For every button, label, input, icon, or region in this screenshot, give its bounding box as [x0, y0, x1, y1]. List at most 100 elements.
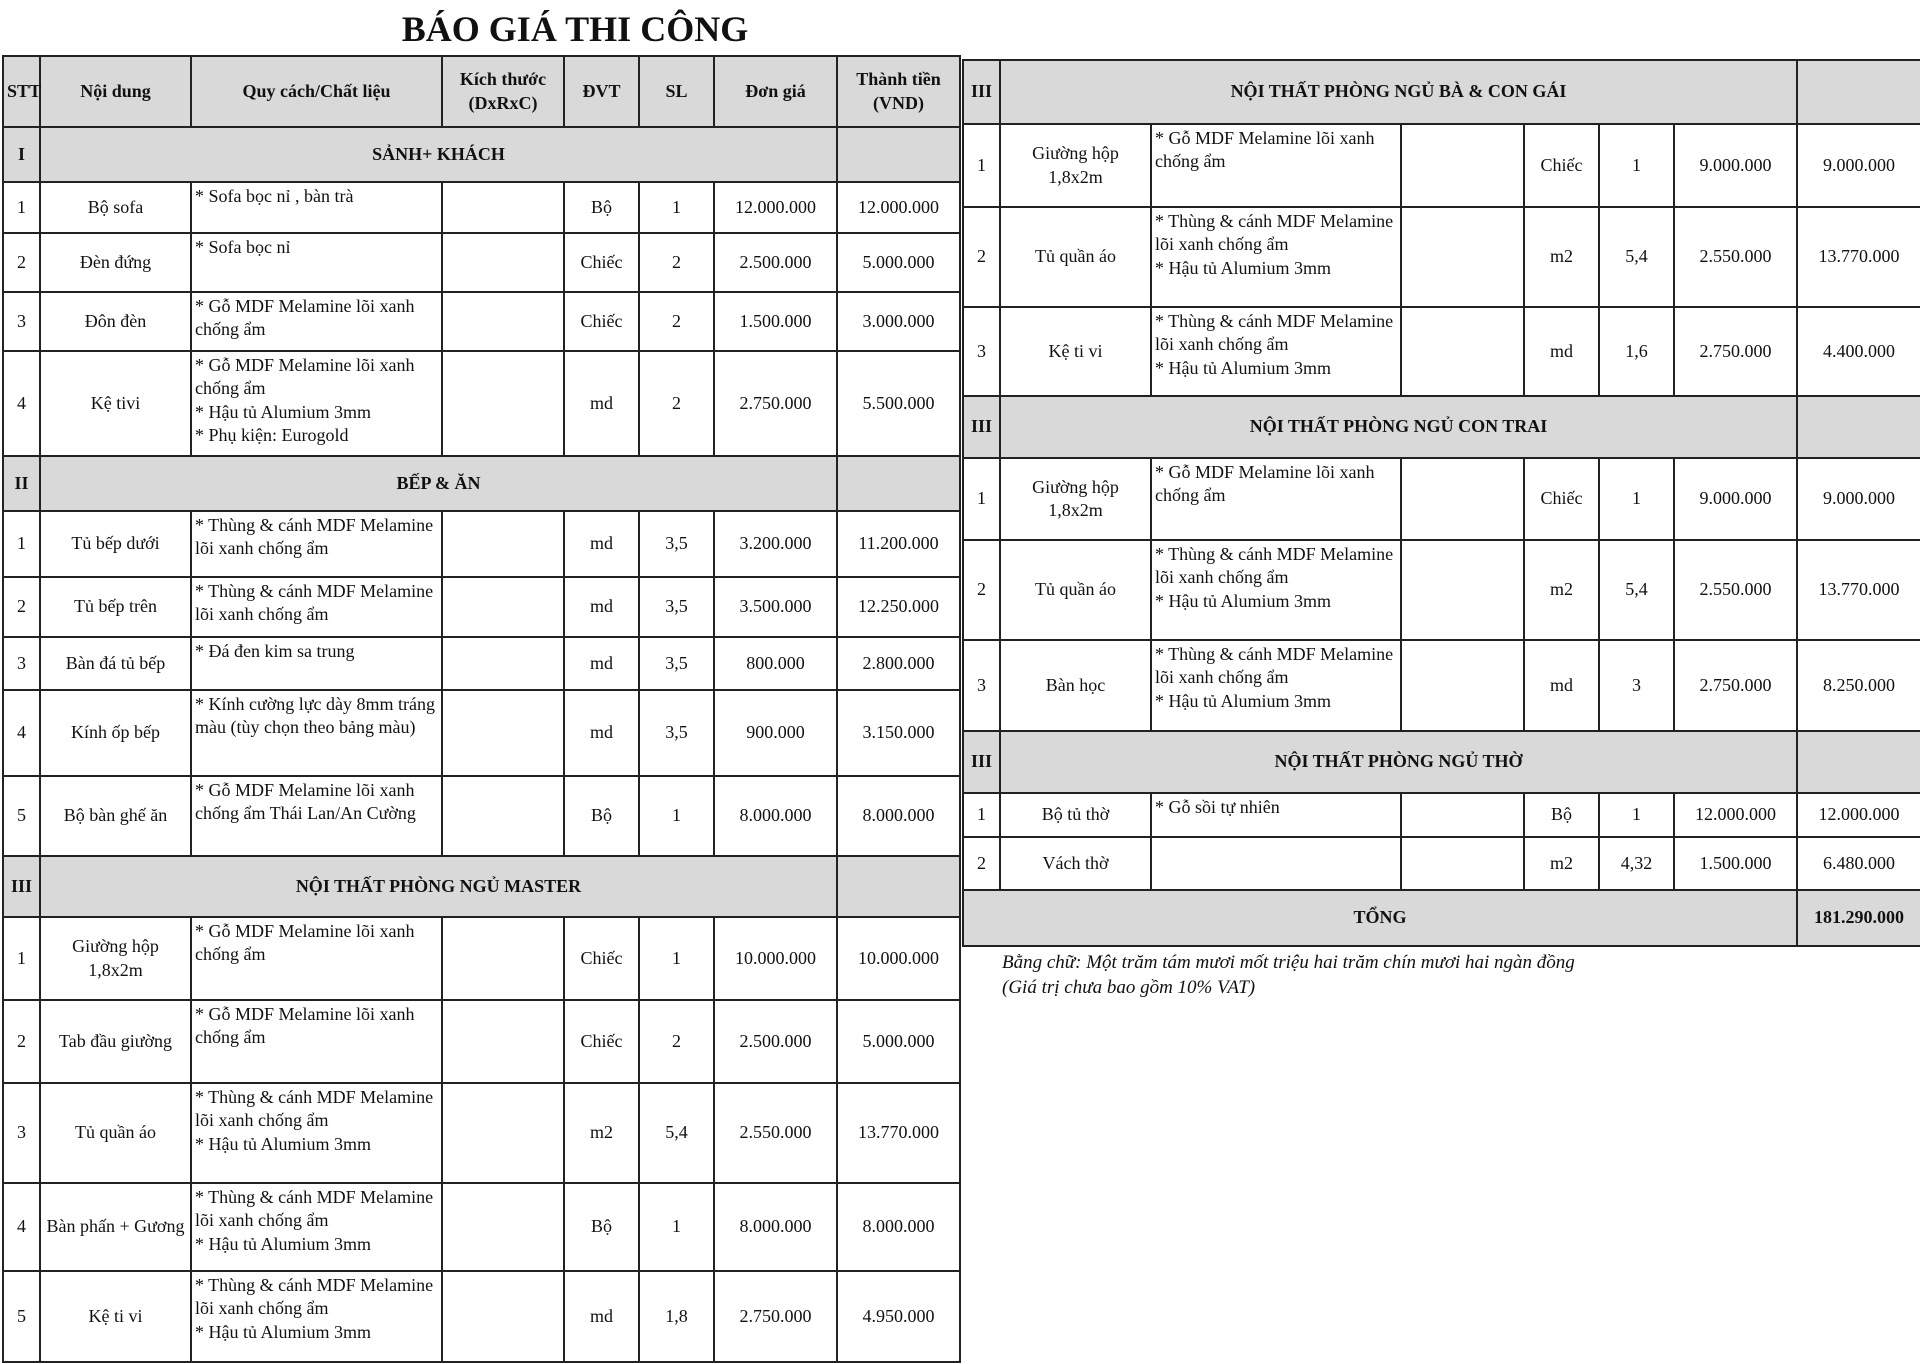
dimensions-cell [441, 291, 565, 352]
section-blank [836, 855, 961, 918]
table-row: 1 Giường hộp 1,8x2m * Gỗ MDF Melamine lõi … [2, 916, 961, 1001]
unit-price-cell: 3.200.000 [713, 510, 838, 578]
spec-cell: * Sofa bọc nỉ [190, 232, 443, 293]
item-name-cell: Tủ bếp dưới [39, 510, 192, 578]
spec-cell: * Gỗ MDF Melamine lõi xanh chống ẩm [1150, 457, 1402, 541]
spec-cell: * Gỗ MDF Melamine lõi xanh chống ẩm [190, 999, 443, 1084]
unit-price-cell: 12.000.000 [713, 181, 838, 234]
unit-cell: md [563, 350, 640, 457]
table-row: 4 Kính ốp bếp * Kính cường lực dày 8mm trá… [2, 689, 961, 777]
stt-cell: 4 [2, 689, 41, 777]
amount-cell: 5.500.000 [836, 350, 961, 457]
section-row: III NỘI THẤT PHÒNG NGỦ MASTER [2, 855, 961, 918]
unit-price-cell: 2.500.000 [713, 232, 838, 293]
section-title: BẾP & ĂN [39, 455, 838, 512]
unit-price-cell: 10.000.000 [713, 916, 838, 1001]
unit-price-cell: 2.750.000 [713, 350, 838, 457]
dimensions-cell [441, 576, 565, 638]
unit-price-cell: 12.000.000 [1673, 792, 1798, 838]
quantity-cell: 1 [1598, 457, 1675, 541]
item-name-cell: Giường hộp 1,8x2m [999, 457, 1152, 541]
page-title: BÁO GIÁ THI CÔNG [401, 9, 749, 49]
table-row: 3 Bàn đá tủ bếp * Đá đen kim sa trung md 3,5… [2, 636, 961, 691]
spec-cell: * Gỗ MDF Melamine lõi xanh chống ẩm [1150, 123, 1402, 208]
dimensions-cell [441, 1082, 565, 1184]
spec-cell: * Thùng & cánh MDF Melamine lõi xanh chố… [190, 1182, 443, 1272]
quantity-cell: 1,8 [638, 1270, 715, 1363]
total-label: TỔNG [962, 889, 1798, 947]
unit-cell: Bộ [1523, 792, 1600, 838]
spec-cell: * Gỗ MDF Melamine lõi xanh chống ẩm * Hậ… [190, 350, 443, 457]
unit-cell: md [563, 510, 640, 578]
spec-cell: * Thùng & cánh MDF Melamine lõi xanh chố… [190, 576, 443, 638]
amount-cell: 8.250.000 [1796, 639, 1920, 732]
table-row: 2 Vách thờ m2 4,32 1.500.000 6.480.000 [962, 836, 1920, 891]
unit-cell: md [563, 1270, 640, 1363]
quantity-cell: 3 [1598, 639, 1675, 732]
unit-price-cell: 2.750.000 [1673, 306, 1798, 397]
unit-cell: m2 [1523, 206, 1600, 308]
amount-cell: 12.000.000 [1796, 792, 1920, 838]
section-blank [836, 126, 961, 183]
spec-cell: * Thùng & cánh MDF Melamine lõi xanh chố… [190, 1082, 443, 1184]
dimensions-cell [1400, 123, 1525, 208]
amount-cell: 2.800.000 [836, 636, 961, 691]
section-blank [1796, 59, 1920, 125]
amount-cell: 12.250.000 [836, 576, 961, 638]
unit-cell: m2 [1523, 836, 1600, 891]
item-name-cell: Tủ quần áo [999, 539, 1152, 641]
section-number: III [2, 855, 41, 918]
dimensions-cell [441, 350, 565, 457]
table-row: 1 Bộ sofa * Sofa bọc nỉ , bàn trà Bộ 1 12.000… [2, 181, 961, 234]
unit-price-cell: 9.000.000 [1673, 123, 1798, 208]
quantity-cell: 3,5 [638, 689, 715, 777]
dimensions-cell [1400, 792, 1525, 838]
column-header: Nội dung [39, 55, 192, 128]
item-name-cell: Bàn học [999, 639, 1152, 732]
unit-price-cell: 800.000 [713, 636, 838, 691]
table-row: 1 Bộ tủ thờ * Gỗ sồi tự nhiên Bộ 1 12.000.000… [962, 792, 1920, 838]
quote-table-right: III NỘI THẤT PHÒNG NGỦ BÀ & CON GÁI 1 Giườn… [962, 59, 1920, 947]
amount-cell: 13.770.000 [1796, 539, 1920, 641]
section-title: NỘI THẤT PHÒNG NGỦ CON TRAI [999, 395, 1798, 459]
section-blank [1796, 730, 1920, 794]
table-row: 5 Kệ ti vi * Thùng & cánh MDF Melamine lõi… [2, 1270, 961, 1363]
item-name-cell: Tủ quần áo [39, 1082, 192, 1184]
unit-cell: m2 [563, 1082, 640, 1184]
amount-cell: 4.950.000 [836, 1270, 961, 1363]
table-row: 3 Tủ quần áo * Thùng & cánh MDF Melamine l… [2, 1082, 961, 1184]
amount-cell: 4.400.000 [1796, 306, 1920, 397]
unit-price-cell: 2.550.000 [1673, 206, 1798, 308]
section-number: II [2, 455, 41, 512]
quantity-cell: 3,5 [638, 510, 715, 578]
unit-price-cell: 2.550.000 [1673, 539, 1798, 641]
unit-price-cell: 9.000.000 [1673, 457, 1798, 541]
item-name-cell: Bàn đá tủ bếp [39, 636, 192, 691]
unit-price-cell: 2.750.000 [1673, 639, 1798, 732]
section-title: NỘI THẤT PHÒNG NGỦ THỜ [999, 730, 1798, 794]
quantity-cell: 4,32 [1598, 836, 1675, 891]
unit-price-cell: 900.000 [713, 689, 838, 777]
dimensions-cell [441, 916, 565, 1001]
dimensions-cell [441, 510, 565, 578]
dimensions-cell [1400, 539, 1525, 641]
stt-cell: 2 [962, 206, 1001, 308]
stt-cell: 1 [962, 123, 1001, 208]
item-name-cell: Kệ ti vi [39, 1270, 192, 1363]
unit-cell: md [1523, 306, 1600, 397]
column-header: Thành tiền (VND) [836, 55, 961, 128]
unit-cell: Bộ [563, 1182, 640, 1272]
unit-cell: Chiếc [1523, 457, 1600, 541]
section-number: III [962, 730, 1001, 794]
spec-cell: * Sofa bọc nỉ , bàn trà [190, 181, 443, 234]
unit-price-cell: 8.000.000 [713, 1182, 838, 1272]
amount-cell: 8.000.000 [836, 775, 961, 857]
item-name-cell: Bộ sofa [39, 181, 192, 234]
quote-table-left: STT Nội dung Quy cách/Chất liệu Kích thước … [2, 55, 961, 1363]
quantity-cell: 1 [638, 181, 715, 234]
stt-cell: 3 [2, 636, 41, 691]
quantity-cell: 5,4 [1598, 206, 1675, 308]
item-name-cell: Tủ bếp trên [39, 576, 192, 638]
quantity-cell: 1 [1598, 792, 1675, 838]
header-row: STT Nội dung Quy cách/Chất liệu Kích thước … [2, 55, 961, 128]
